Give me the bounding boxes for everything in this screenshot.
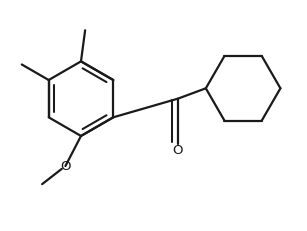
Text: O: O: [173, 144, 183, 157]
Text: O: O: [60, 160, 70, 173]
